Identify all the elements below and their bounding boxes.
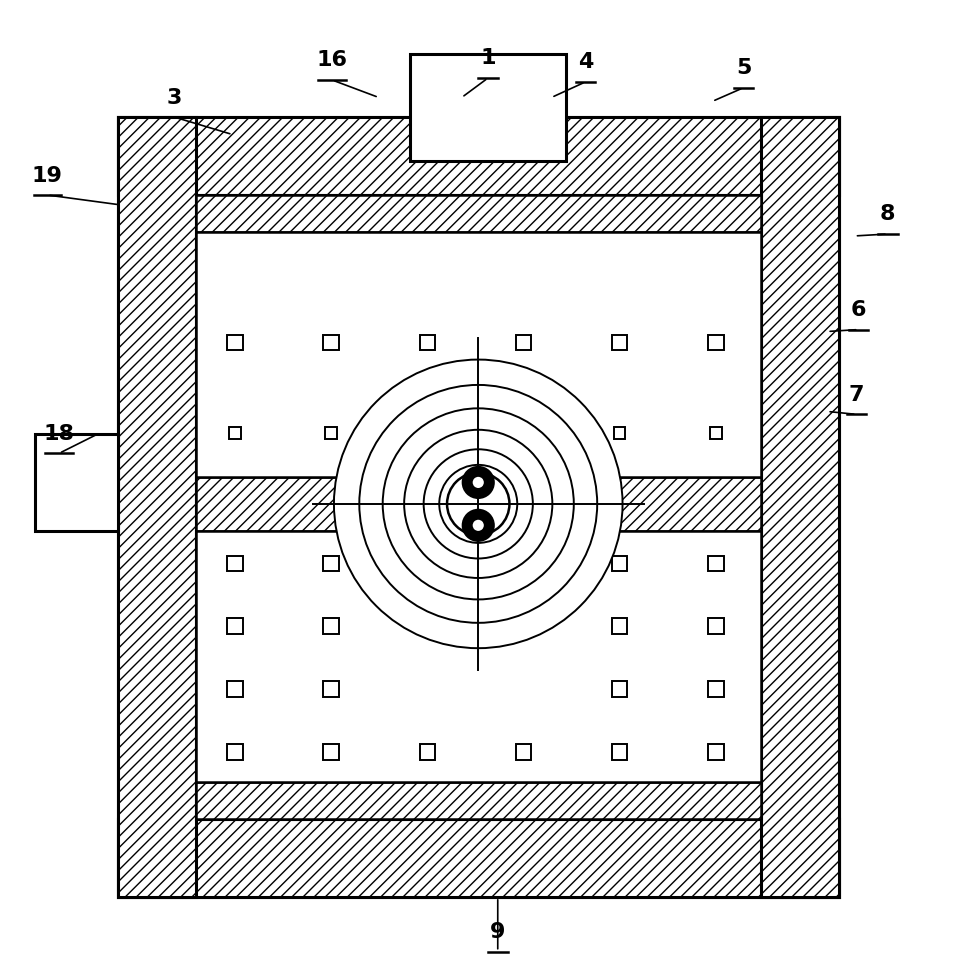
Bar [227,618,243,634]
Bar [420,744,435,760]
Bar [614,427,626,439]
Bar [708,682,723,697]
Bar [612,556,628,571]
Text: 6: 6 [851,300,867,320]
Text: 7: 7 [849,385,865,405]
Circle shape [334,360,623,648]
Bar [410,54,566,161]
Bar [420,556,435,571]
Text: 16: 16 [316,51,347,70]
Bar [708,744,723,760]
Bar [517,427,529,439]
Bar [515,556,531,571]
Bar [34,434,117,531]
Text: 1: 1 [480,49,496,68]
Text: 5: 5 [736,58,752,78]
Bar [323,556,339,571]
Bar [761,117,839,897]
Circle shape [404,430,552,578]
Bar [323,334,339,350]
Bar [323,682,339,697]
Bar [195,530,761,782]
Circle shape [471,476,485,489]
Bar [195,477,761,530]
Text: 19: 19 [32,166,62,185]
Circle shape [463,510,494,541]
Bar [227,556,243,571]
Circle shape [359,385,597,623]
Circle shape [447,473,509,535]
Bar [325,427,337,439]
Bar [612,682,628,697]
Bar [195,195,761,819]
Bar [708,334,723,350]
Bar [515,618,531,634]
Bar [195,782,761,819]
Bar [612,618,628,634]
Text: 4: 4 [578,53,593,72]
Circle shape [439,465,517,543]
Bar [227,682,243,697]
Circle shape [383,409,574,600]
Bar [227,744,243,760]
Bar [708,556,723,571]
Bar [117,117,195,897]
Bar [612,744,628,760]
Text: 18: 18 [44,424,74,444]
Bar [420,334,435,350]
Bar [323,744,339,760]
Bar [229,427,241,439]
Bar [117,117,839,897]
Text: 9: 9 [490,922,506,942]
Bar [195,232,761,477]
Bar [422,427,433,439]
Bar [117,819,839,897]
Bar [195,195,761,232]
Bar [708,618,723,634]
Circle shape [463,467,494,498]
Bar [195,530,761,782]
Text: 3: 3 [166,88,182,107]
Bar [515,334,531,350]
Bar [710,427,721,439]
Bar [323,618,339,634]
Bar [227,334,243,350]
Bar [420,618,435,634]
Bar [515,744,531,760]
Text: 8: 8 [880,205,896,224]
Bar [117,117,839,195]
Bar [612,334,628,350]
Circle shape [424,449,533,559]
Bar [195,232,761,477]
Circle shape [471,519,485,532]
